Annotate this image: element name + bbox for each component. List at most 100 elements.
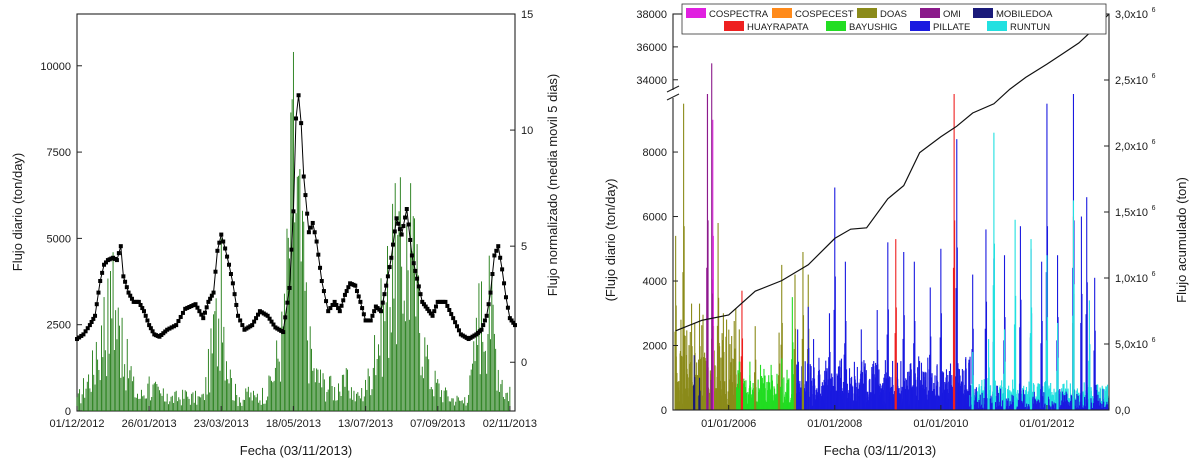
daily-flux-bar xyxy=(314,368,315,411)
legend-label: COSPECTRA xyxy=(709,9,769,20)
daily-flux-bar xyxy=(133,377,134,411)
normalized-flux-point xyxy=(449,312,453,316)
daily-flux-bar xyxy=(265,404,266,411)
normalized-flux-point xyxy=(205,305,209,309)
normalized-flux-point xyxy=(498,256,502,260)
normalized-flux-point xyxy=(496,244,500,248)
legend-label: DOAS xyxy=(880,9,907,20)
normalized-flux-point xyxy=(408,238,412,242)
daily-flux-bar xyxy=(158,387,159,411)
normalized-flux-point xyxy=(388,265,392,269)
left-x-tick-label: 02/11/2013 xyxy=(483,418,537,430)
flux-bar xyxy=(684,226,685,410)
daily-flux-bar xyxy=(467,403,468,411)
right-y-tick-label: 8000 xyxy=(643,147,667,159)
flux-bar xyxy=(742,338,743,410)
flux-bar xyxy=(941,313,942,410)
daily-flux-bar xyxy=(123,377,124,411)
daily-flux-bar xyxy=(293,52,294,411)
daily-flux-bar xyxy=(507,393,508,411)
daily-flux-bar xyxy=(171,397,172,411)
daily-flux-bar xyxy=(396,344,397,411)
daily-flux-bar xyxy=(225,381,226,411)
normalized-flux-point xyxy=(382,292,386,296)
left-x-tick-label: 26/01/2013 xyxy=(122,418,177,430)
daily-flux-bar xyxy=(377,359,378,411)
left-x-tick-label: 18/05/2013 xyxy=(266,418,321,430)
daily-flux-bar xyxy=(494,334,495,411)
normalized-flux-point xyxy=(492,253,496,257)
daily-flux-bar xyxy=(493,305,494,411)
flux-bar xyxy=(971,384,972,410)
normalized-flux-point xyxy=(415,277,419,281)
daily-flux-bar xyxy=(256,397,257,411)
normalized-flux-point xyxy=(291,209,295,213)
flux-bar xyxy=(1088,361,1089,410)
chart-right-bars xyxy=(674,63,1109,410)
daily-flux-bar xyxy=(508,401,509,411)
flux-bar xyxy=(989,367,990,410)
flux-bar xyxy=(877,350,878,410)
daily-flux-bar xyxy=(486,374,487,411)
flux-bar xyxy=(674,332,675,410)
daily-flux-bar xyxy=(142,396,143,411)
flux-bar xyxy=(754,372,755,410)
daily-flux-bar xyxy=(433,396,434,411)
daily-flux-bar xyxy=(359,396,360,411)
daily-flux-bar xyxy=(164,401,165,411)
daily-flux-bar xyxy=(244,400,245,411)
daily-flux-bar xyxy=(341,396,342,411)
daily-flux-bar xyxy=(182,390,183,411)
daily-flux-bar xyxy=(315,382,316,411)
daily-flux-bar xyxy=(311,349,312,411)
daily-flux-bar xyxy=(379,356,380,411)
normalized-flux-point xyxy=(481,323,485,327)
flux-bar xyxy=(930,336,931,410)
daily-flux-bar xyxy=(503,397,504,411)
legend-label: PILLATE xyxy=(933,22,970,33)
daily-flux-bar xyxy=(217,366,218,411)
normalized-flux-point xyxy=(401,224,405,228)
daily-flux-bar xyxy=(267,397,268,411)
daily-flux-bar xyxy=(204,400,205,411)
daily-flux-bar xyxy=(370,395,371,411)
daily-flux-bar xyxy=(110,271,111,411)
right-y-tick-label: 38000 xyxy=(636,9,667,21)
right-y2-tick-exponent: 6 xyxy=(1152,271,1156,278)
daily-flux-bar xyxy=(310,326,311,411)
normalized-flux-point xyxy=(457,328,461,332)
daily-flux-bar xyxy=(181,405,182,411)
daily-flux-bar xyxy=(500,384,501,411)
flux-bar xyxy=(1056,371,1057,410)
daily-flux-bar xyxy=(337,400,338,411)
daily-flux-bar xyxy=(459,401,460,411)
daily-flux-bar xyxy=(487,334,488,411)
daily-flux-bar xyxy=(411,251,412,411)
right-y2-tick-exponent: 6 xyxy=(1152,7,1156,14)
daily-flux-bar xyxy=(78,393,79,411)
normalized-flux-point xyxy=(119,244,123,248)
daily-flux-bar xyxy=(319,383,320,411)
flux-bar xyxy=(1019,327,1020,410)
daily-flux-bar xyxy=(491,276,492,411)
daily-flux-bar xyxy=(355,401,356,411)
right-y2-tick-label: 2,0x10 xyxy=(1115,141,1148,153)
right-y-tick-label: 4000 xyxy=(643,276,667,288)
normalized-flux-point xyxy=(343,293,347,297)
daily-flux-bar xyxy=(238,406,239,411)
daily-flux-bar xyxy=(383,292,384,411)
daily-flux-bar xyxy=(187,397,188,411)
flux-bar xyxy=(896,307,897,410)
daily-flux-bar xyxy=(105,350,106,411)
daily-flux-bar xyxy=(261,405,262,411)
flux-bar xyxy=(844,343,845,410)
daily-flux-bar xyxy=(316,368,317,411)
daily-flux-bar xyxy=(348,391,349,411)
normalized-flux-point xyxy=(236,314,240,318)
normalized-flux-point xyxy=(215,249,219,253)
flux-bar xyxy=(1040,343,1041,410)
normalized-flux-point xyxy=(447,308,451,312)
daily-flux-bar xyxy=(163,388,164,411)
